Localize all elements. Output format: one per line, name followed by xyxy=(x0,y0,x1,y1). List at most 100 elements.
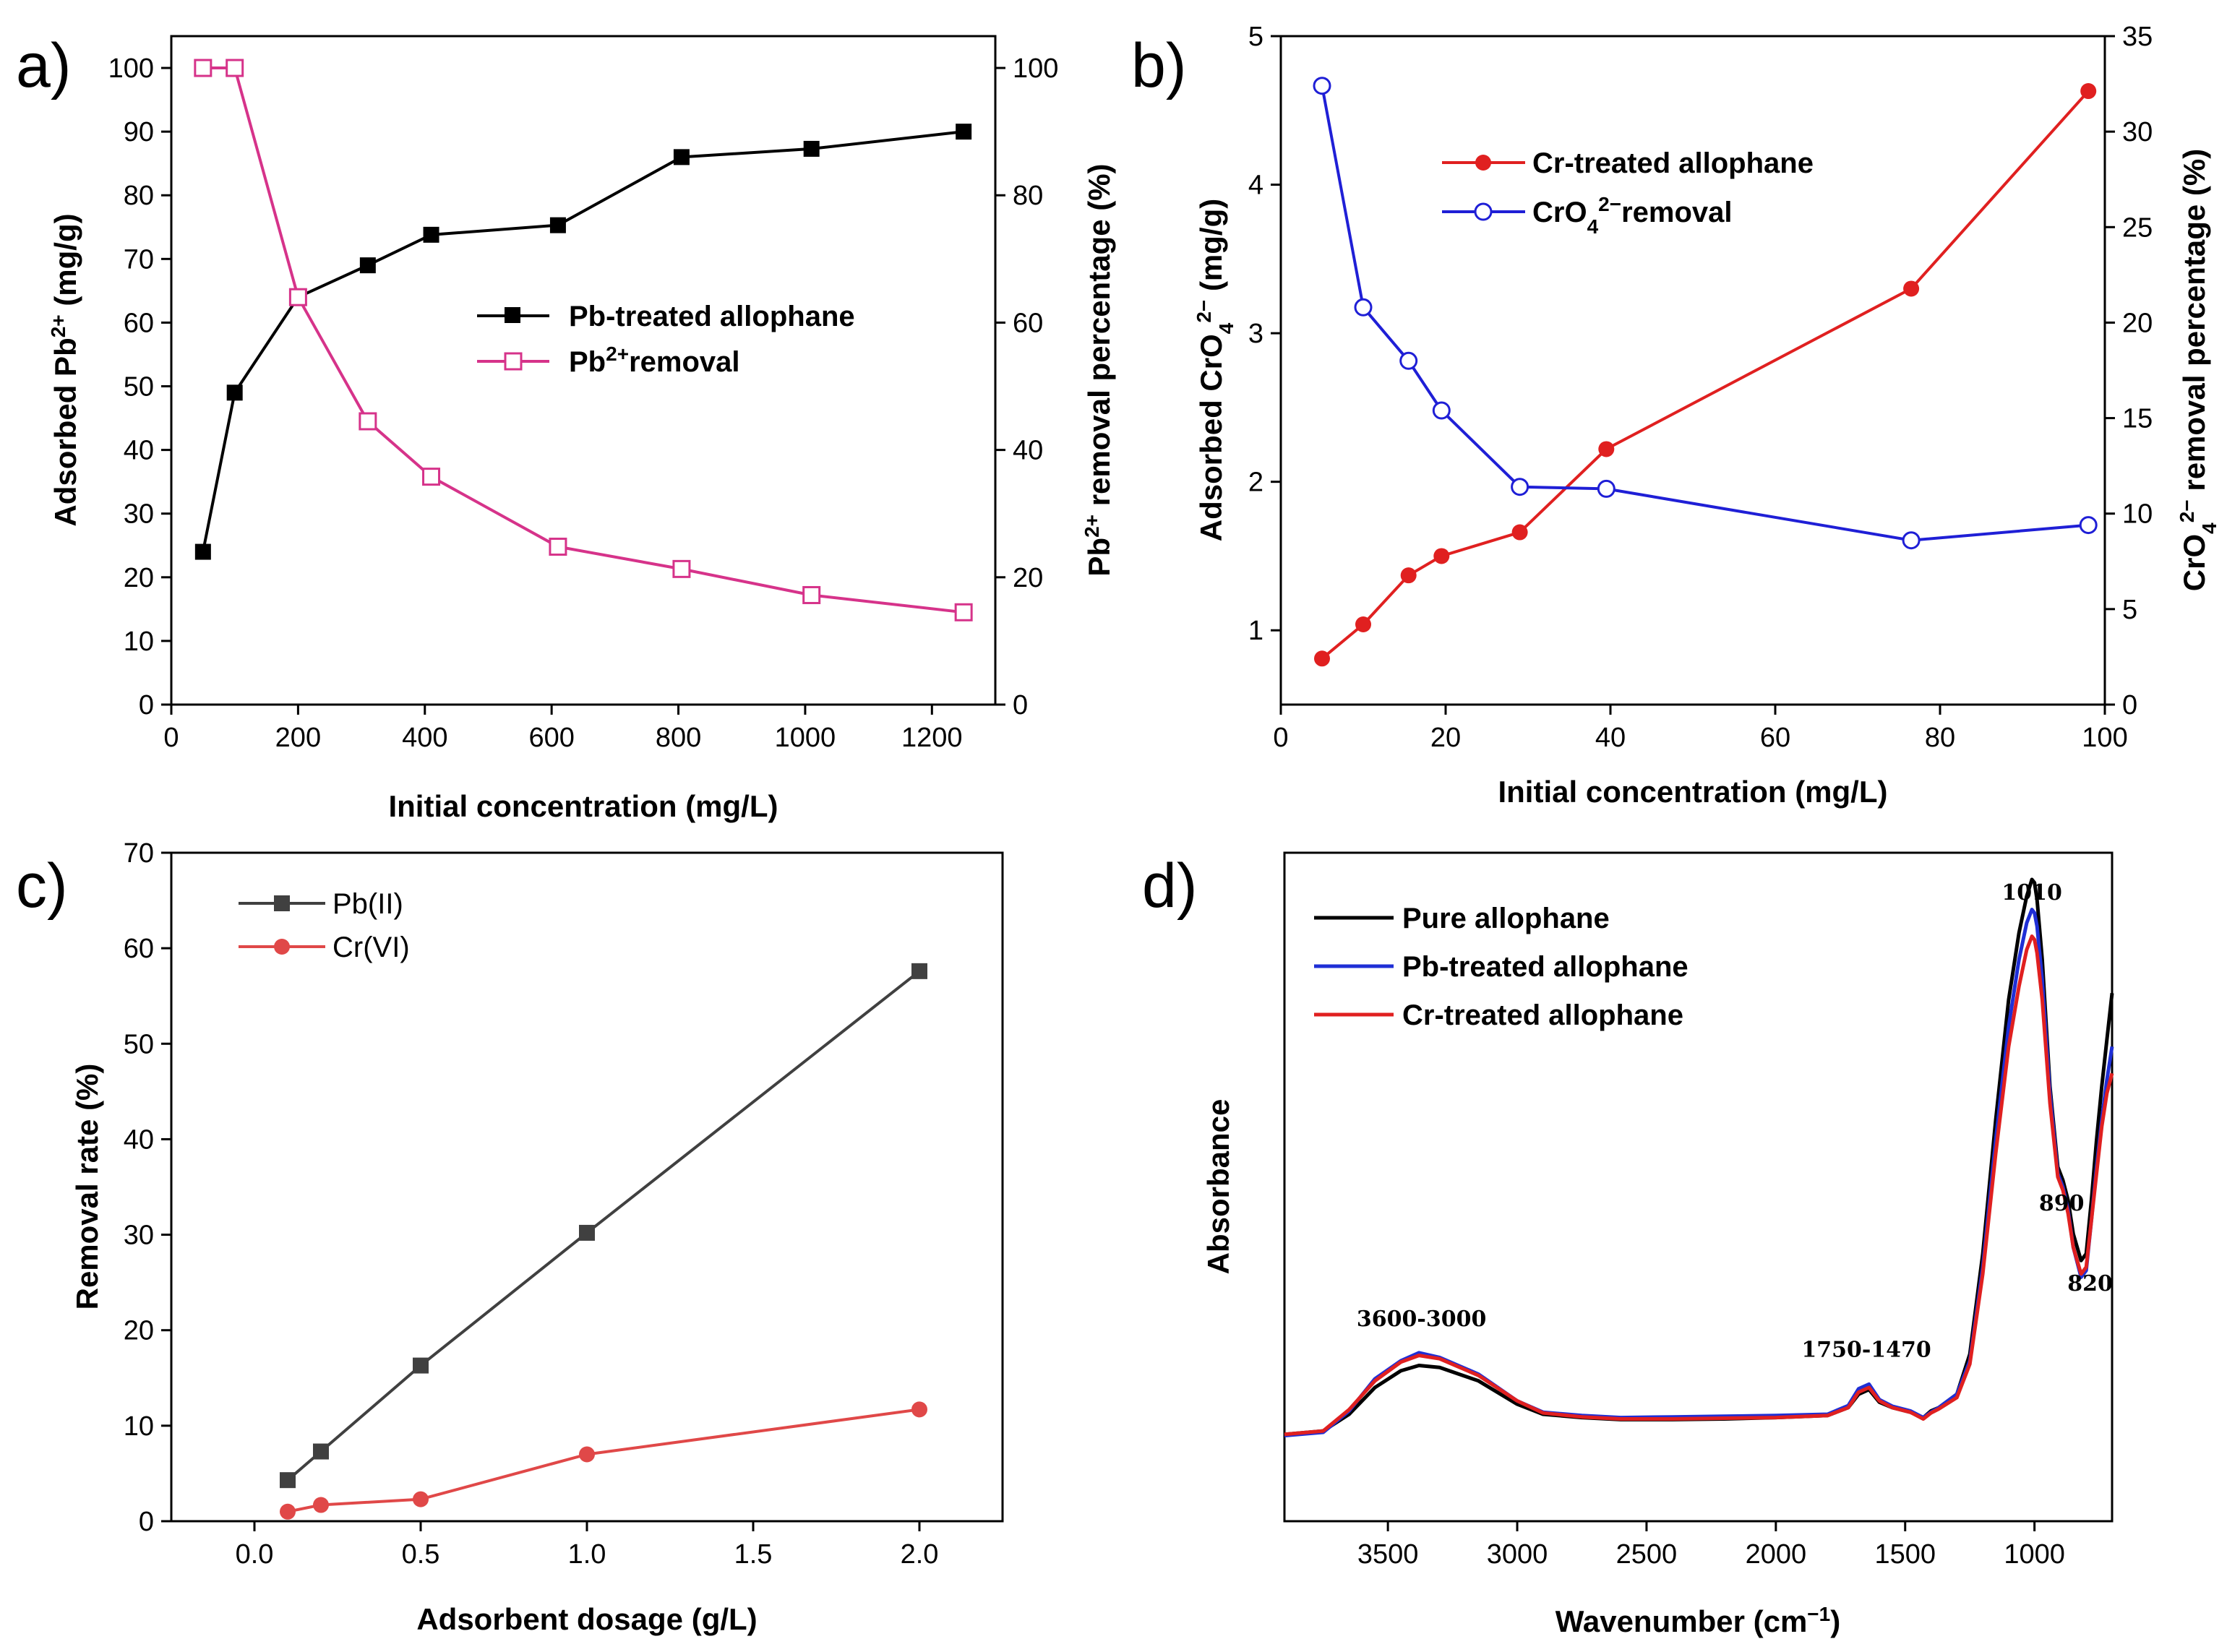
panel-d: 3500 3000 2500 2000 1500 1000 3600-3000 1750-1… xyxy=(1201,851,2114,1639)
legend-label-d-0: Pure allophane xyxy=(1402,903,1610,934)
x-tick-label-c: 2.0 xyxy=(901,1539,939,1570)
series-line-a-1 xyxy=(202,66,964,614)
y2-tick-label-a: 80 xyxy=(1013,181,1043,211)
panel-label-b: b) xyxy=(1131,31,1186,100)
legend-label-c-0: Pb(II) xyxy=(332,888,403,920)
y2-tick-label-a: 100 xyxy=(1013,53,1058,84)
series-line-d-1 xyxy=(1284,908,2114,1438)
plot-frame-c xyxy=(170,851,1004,1523)
y2-tick-label-a: 40 xyxy=(1013,436,1043,466)
y-axis-label-b: Adsorbed CrO42− (mg/g) xyxy=(1193,199,1237,542)
y2-tick-label-b: 25 xyxy=(2122,212,2153,243)
plot-frame-b xyxy=(1279,35,2106,706)
y-tick-label-a: 80 xyxy=(124,181,154,211)
y-axis-label-d: Absorbance xyxy=(1201,1099,1235,1275)
x-axis-label-a: Initial concentration (mg/L) xyxy=(388,789,778,823)
data-point-a-0 xyxy=(673,149,690,165)
annotation-d-0: 3600-3000 xyxy=(1357,1307,1486,1332)
y-tick-label-a: 60 xyxy=(124,308,154,338)
x-axis-label-c: Adsorbent dosage (g/L) xyxy=(416,1602,757,1636)
annotation-d-4: 820 xyxy=(2067,1271,2113,1296)
panel-label-a: a) xyxy=(16,31,71,100)
data-point-a-0 xyxy=(226,384,243,401)
x-tick-label-b: 80 xyxy=(1925,723,1955,753)
data-point-c-1 xyxy=(579,1446,595,1463)
legend-label-d-1: Pb-treated allophane xyxy=(1402,951,1689,983)
legend-label-b-0: Cr-treated allophane xyxy=(1532,147,1814,179)
y2-tick-label-a: 60 xyxy=(1013,308,1043,338)
data-point-a-0 xyxy=(194,543,211,560)
x-tick-label-c: 1.5 xyxy=(734,1539,773,1570)
data-point-a-1 xyxy=(672,559,691,578)
data-point-a-0 xyxy=(549,217,566,233)
data-point-a-1 xyxy=(549,538,567,556)
x-tick-label-b: 20 xyxy=(1430,723,1461,753)
y2-tick-label-b: 0 xyxy=(2122,690,2137,720)
legend-label-c-1: Cr(VI) xyxy=(332,932,410,963)
data-point-b-0 xyxy=(1400,567,1417,584)
y2-tick-label-b: 15 xyxy=(2122,404,2153,434)
annotation-d-2: 1010 xyxy=(2001,880,2062,905)
data-point-c-1 xyxy=(313,1497,329,1513)
data-point-c-0 xyxy=(579,1224,595,1241)
legend-label-a-0: Pb-treated allophane xyxy=(569,301,855,332)
data-point-b-0 xyxy=(1314,650,1330,667)
x-tick-label-b: 100 xyxy=(2082,723,2127,753)
x-tick-label-c: 0.0 xyxy=(236,1539,274,1570)
y2-tick-label-b: 30 xyxy=(2122,117,2153,147)
series-line-c-0 xyxy=(286,970,921,1481)
legend-label-b-1: CrO42−removal xyxy=(1532,193,1733,238)
data-point-a-0 xyxy=(956,124,972,140)
y-tick-label-a: 10 xyxy=(124,627,154,657)
data-point-a-1 xyxy=(288,288,307,306)
data-point-b-1 xyxy=(1432,401,1451,420)
data-point-b-1 xyxy=(1511,478,1529,496)
y-tick-label-a: 30 xyxy=(124,499,154,530)
y-tick-label-b: 5 xyxy=(1248,22,1263,52)
y-tick-label-a: 40 xyxy=(124,436,154,466)
data-point-b-0 xyxy=(1433,548,1450,564)
series-line-b-1 xyxy=(1321,85,2089,542)
data-point-c-0 xyxy=(911,963,927,979)
y-tick-label-a: 90 xyxy=(124,117,154,147)
y-axis-label-a: Adsorbed Pb2+ (mg/g) xyxy=(47,213,83,526)
data-point-a-1 xyxy=(194,59,213,77)
annotation-d-3: 890 xyxy=(2039,1191,2085,1216)
data-point-c-0 xyxy=(313,1443,329,1460)
x-tick-label-d: 2500 xyxy=(1616,1539,1678,1570)
y2-axis-label-a: Pb2+ removal percentage (%) xyxy=(1081,163,1117,576)
y-tick-label-c: 40 xyxy=(124,1124,154,1155)
series-line-a-0 xyxy=(201,130,964,552)
y-tick-label-a: 50 xyxy=(124,372,154,403)
legend-label-d-2: Cr-treated allophane xyxy=(1402,999,1683,1031)
x-axis-label-d: Wavenumber (cm−1) xyxy=(1556,1603,1840,1639)
y-axis-label-c: Removal rate (%) xyxy=(70,1064,104,1310)
data-point-c-1 xyxy=(280,1503,296,1520)
data-point-a-1 xyxy=(422,468,441,486)
data-point-b-1 xyxy=(1354,298,1373,317)
x-tick-label-a: 1000 xyxy=(775,723,836,753)
data-point-c-1 xyxy=(911,1401,927,1418)
data-point-b-1 xyxy=(1313,77,1331,95)
panel-label-d: d) xyxy=(1142,851,1197,921)
x-tick-label-b: 40 xyxy=(1595,723,1626,753)
legend-label-a-1: Pb2+removal xyxy=(569,343,739,379)
y-tick-label-c: 0 xyxy=(139,1507,154,1537)
y2-tick-label-b: 20 xyxy=(2122,308,2153,338)
x-tick-label-d: 1000 xyxy=(2004,1539,2065,1570)
panel-label-c: c) xyxy=(16,851,68,921)
y-tick-label-b: 1 xyxy=(1248,616,1263,646)
y-tick-label-a: 20 xyxy=(124,563,154,593)
y-tick-label-c: 30 xyxy=(124,1221,154,1251)
data-point-c-0 xyxy=(280,1472,296,1489)
y-tick-label-c: 10 xyxy=(124,1411,154,1442)
y-tick-label-b: 3 xyxy=(1248,319,1263,349)
x-tick-label-a: 1200 xyxy=(901,723,963,753)
y-tick-label-b: 2 xyxy=(1248,468,1263,498)
legend-a: Pb-treated allophane Pb2+removal xyxy=(477,301,855,378)
panel-b: 0 20 40 60 80 100 1 2 3 4 5 0 5 10 15 20 25 30 35 Initial … xyxy=(1193,22,2220,809)
panel-c: 0.0 0.5 1.0 1.5 2.0 0 10 20 30 40 50 60 70 Adsorbent… xyxy=(70,838,1004,1636)
data-point-a-1 xyxy=(359,412,377,431)
x-tick-label-d: 3500 xyxy=(1357,1539,1419,1570)
annotation-d-1: 1750-1470 xyxy=(1801,1337,1931,1362)
